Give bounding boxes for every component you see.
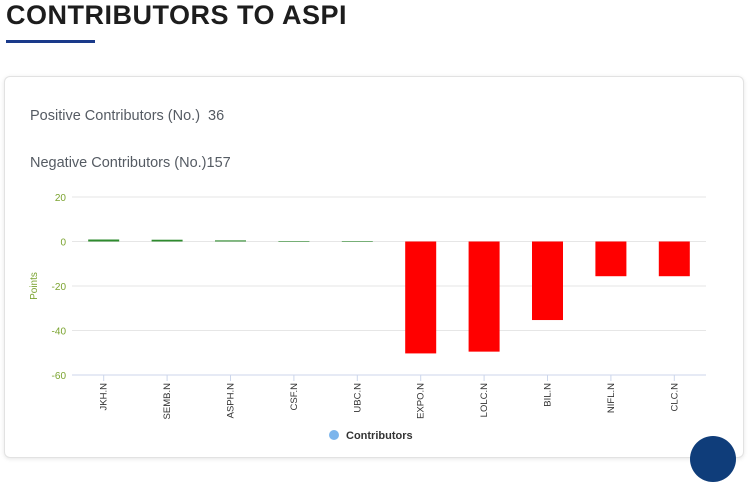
bar-asph-n[interactable]: [215, 240, 246, 242]
y-tick-label: -60: [52, 371, 67, 382]
positive-contributors-label: Positive Contributors (No.): [30, 108, 201, 124]
negative-contributors-stat: Negative Contributors (No.)157: [30, 155, 231, 171]
y-axis-ticks: 20 0 -20 -40 -60: [52, 193, 67, 382]
chart-gridlines: [72, 196, 706, 376]
x-tick-label: ASPH.N: [226, 383, 237, 419]
y-tick-label: 20: [55, 193, 67, 204]
bar-semb-n[interactable]: [151, 239, 183, 242]
bar-nifl-n[interactable]: [595, 241, 627, 277]
x-tick-label: UBC.N: [352, 383, 363, 413]
bar-bil-n[interactable]: [532, 241, 563, 321]
x-tick-label: LOLC.N: [479, 383, 490, 417]
chart-legend[interactable]: Contributors: [329, 430, 413, 442]
y-tick-label: -40: [52, 327, 67, 338]
negative-contributors-value: 157: [206, 155, 231, 171]
y-axis-title: Points: [29, 272, 40, 300]
x-tick-label: JKH.N: [99, 383, 110, 411]
bar-clc-n[interactable]: [658, 241, 690, 277]
floating-action-button[interactable]: [690, 436, 736, 482]
x-tick-label: CLC.N: [669, 383, 680, 412]
x-tick-label: BIL.N: [543, 383, 554, 407]
x-axis-ticks: JKH.N SEMB.N ASPH.N CSF.N UBC.N EXPO.N LOLC.N B…: [99, 375, 680, 420]
positive-contributors-value: 36: [208, 108, 225, 124]
x-tick-label: EXPO.N: [416, 383, 427, 419]
bar-ubc-n[interactable]: [341, 241, 373, 242]
x-tick-label: SEMB.N: [162, 383, 173, 420]
contributors-bar-chart: 20 0 -20 -40 -60 Points JKH.N SEMB.N ASPH.N CSF…: [29, 193, 706, 442]
x-tick-label: NIFL.N: [606, 383, 617, 413]
bar-jkh-n[interactable]: [88, 239, 120, 242]
positive-contributors-stat: Positive Contributors (No.) 36: [30, 108, 224, 124]
bar-expo-n[interactable]: [405, 241, 437, 354]
bar-lolc-n[interactable]: [468, 241, 500, 352]
negative-contributors-label: Negative Contributors (No.): [30, 155, 207, 171]
legend-marker: [329, 430, 339, 440]
y-tick-label: 0: [60, 238, 66, 249]
y-tick-label: -20: [52, 282, 67, 293]
legend-label[interactable]: Contributors: [346, 430, 413, 442]
chart-bars: [88, 239, 690, 354]
x-tick-label: CSF.N: [289, 383, 300, 411]
bar-csf-n[interactable]: [278, 241, 310, 242]
page-title: CONTRIBUTORS TO ASPI: [6, 0, 348, 30]
title-underline: [6, 40, 95, 43]
